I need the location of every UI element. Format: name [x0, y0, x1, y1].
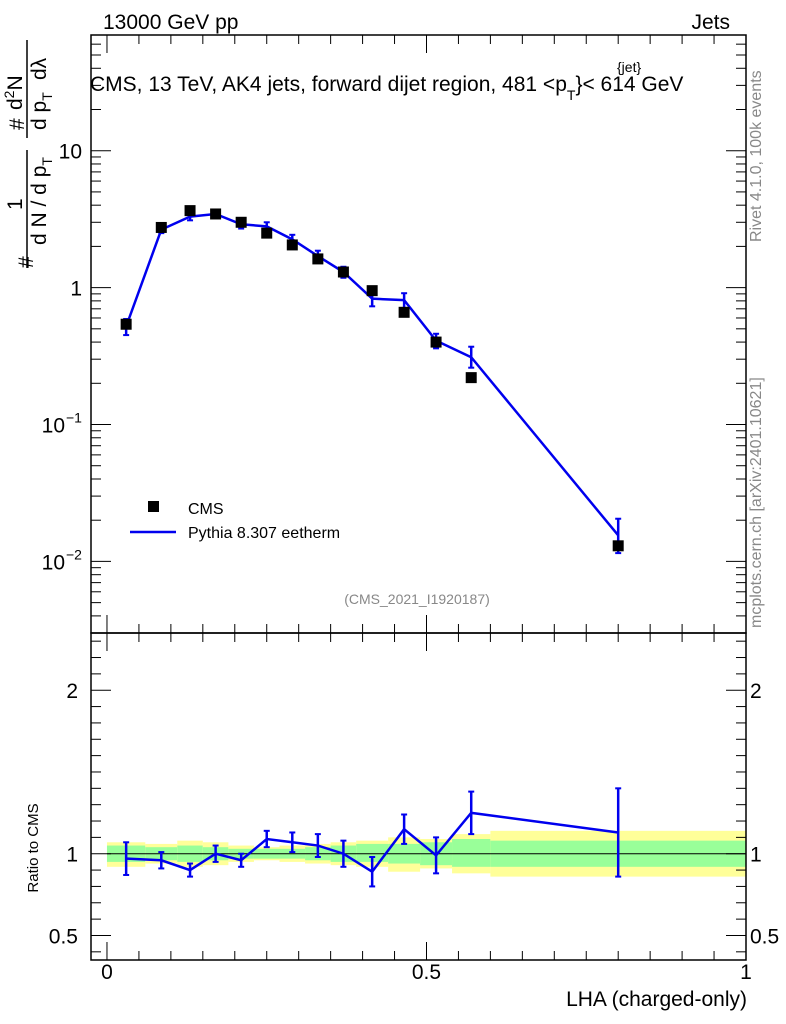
main-y-tick-label-2: 10	[42, 415, 65, 438]
ratio-y-tick-label-right-1: 1	[750, 844, 762, 867]
ratio-band-inner	[452, 839, 491, 867]
cms-data-point	[612, 540, 624, 552]
cms-data-point	[312, 253, 324, 265]
category-label: Jets	[691, 11, 730, 34]
x-tick-label-2: 1	[740, 961, 752, 984]
xlabel: LHA (charged-only)	[566, 988, 747, 1011]
main-y-tick-exp-2: −1	[66, 410, 82, 426]
cms-data-point	[155, 221, 167, 233]
mc-series-line	[124, 212, 620, 537]
cms-data-point	[430, 336, 442, 348]
side-source-label: mcplots.cern.ch [arXiv:2401.10621]	[748, 377, 765, 628]
cms-data-point	[235, 216, 247, 228]
ratio-panel: 0 0.5 1 2 2 1 1 0.5 0.5	[49, 632, 779, 984]
ylabel-hash-2: #	[6, 118, 29, 130]
legend: CMS Pythia 8.307 eetherm	[130, 501, 340, 542]
plot-title-main: CMS, 13 TeV, AK4 jets, forward dijet reg…	[90, 73, 567, 96]
main-y-tick-label-3: 10	[42, 551, 65, 574]
ylabel-d2n: d2N	[1, 75, 27, 110]
cms-data-point	[398, 306, 410, 318]
cms-data-point	[210, 208, 222, 220]
ylabel-dpt: d pT	[28, 92, 55, 130]
ratio-y-tick-label-left-2: 0.5	[49, 925, 78, 948]
side-version-label: Rivet 4.1.0, 100k events	[748, 70, 765, 242]
cms-data-point	[465, 372, 477, 384]
legend-label-cms: CMS	[188, 501, 224, 518]
main-y-tick-label-1: 1	[70, 278, 82, 301]
ratio-y-tick-label-right-0: 2	[750, 680, 762, 703]
x-tick-label-0: 0	[101, 961, 113, 984]
cms-data-point	[184, 205, 196, 217]
ratio-frame	[90, 632, 747, 961]
main-y-tick-exp-3: −2	[66, 546, 82, 562]
ratio-y-tick-label-left-1: 1	[66, 844, 78, 867]
energy-label: 13000 GeV pp	[103, 11, 238, 34]
cms-data-point	[261, 227, 273, 239]
cms-data-point	[337, 266, 349, 278]
ratio-y-tick-label-left-0: 2	[66, 680, 78, 703]
legend-marker-cms	[148, 501, 159, 512]
plot-title-sub: T	[567, 87, 576, 103]
cms-data-point	[366, 285, 378, 297]
legend-label-pythia: Pythia 8.307 eetherm	[188, 525, 340, 542]
plot-title-sup: {jet}	[617, 59, 641, 75]
main-y-tick-label-0: 10	[59, 141, 82, 164]
ylabel-dn-dpt: d N / d pT	[28, 157, 55, 245]
ratio-series-line	[126, 811, 619, 874]
ylabel-dlambda: dλ	[28, 57, 51, 80]
plot-title: CMS, 13 TeV, AK4 jets, forward dijet reg…	[90, 73, 683, 103]
cms-data-point	[120, 318, 132, 330]
plot-title-tail: }< 614 GeV	[575, 73, 683, 96]
x-tick-label-1: 0.5	[412, 961, 441, 984]
ratio-ylabel: Ratio to CMS	[25, 803, 42, 892]
main-ylabel: # 1 d N / d pT # d pT d2N dλ	[1, 40, 55, 268]
analysis-id: (CMS_2021_I1920187)	[344, 591, 490, 607]
ratio-y-tick-label-right-2: 0.5	[750, 925, 779, 948]
cms-data-point	[286, 239, 298, 251]
ratio-band-inner	[356, 843, 389, 862]
main-frame	[90, 34, 747, 634]
ylabel-one: 1	[4, 198, 27, 210]
